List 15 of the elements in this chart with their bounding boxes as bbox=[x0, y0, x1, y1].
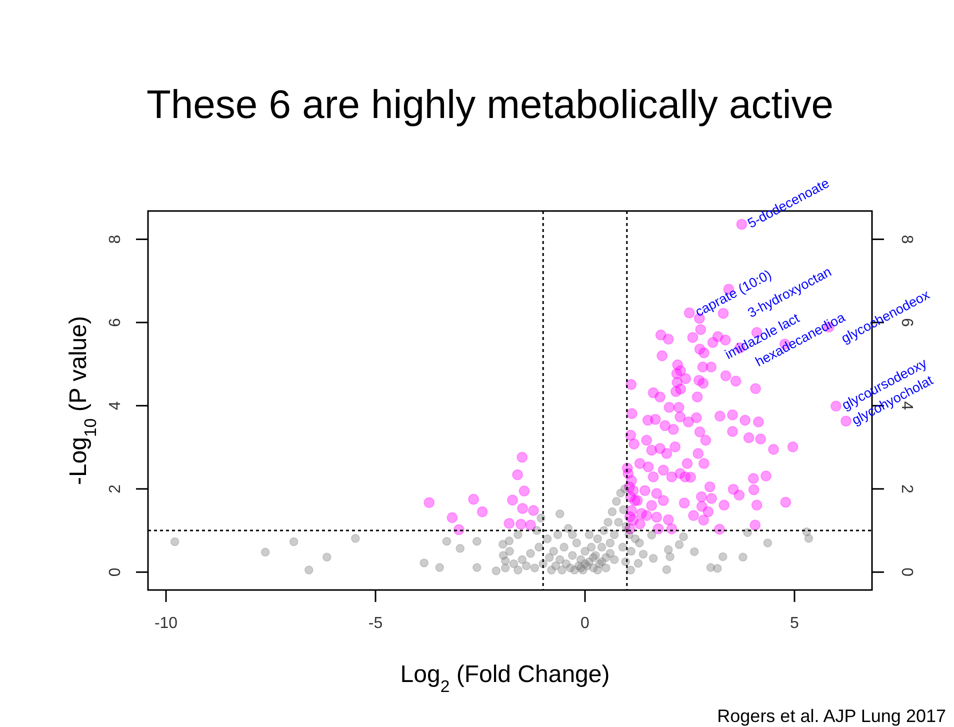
x-tick-label: 0 bbox=[580, 615, 590, 632]
text: Rogers et al. AJP Lung 2017 bbox=[717, 706, 946, 726]
y-tick-label: 4 bbox=[107, 401, 124, 410]
y2-tick-label: 0 bbox=[898, 568, 915, 577]
x-tick-label: -10 bbox=[154, 615, 178, 632]
y-tick-label: 8 bbox=[107, 234, 124, 244]
y2-tick-label: 8 bbox=[898, 234, 915, 244]
y-tick-label: 2 bbox=[107, 484, 124, 494]
x-axis-title: Log$_{2}$ (Fold Change) bbox=[400, 661, 610, 696]
chart-title: These 6 are highly metabolically active bbox=[146, 83, 834, 127]
x-tick-label: 5 bbox=[790, 615, 800, 632]
y-tick-label: 0 bbox=[107, 568, 124, 577]
x-tick-label: -5 bbox=[368, 615, 383, 632]
y-tick-label: 6 bbox=[107, 318, 124, 327]
y2-tick-label: 2 bbox=[898, 484, 915, 494]
